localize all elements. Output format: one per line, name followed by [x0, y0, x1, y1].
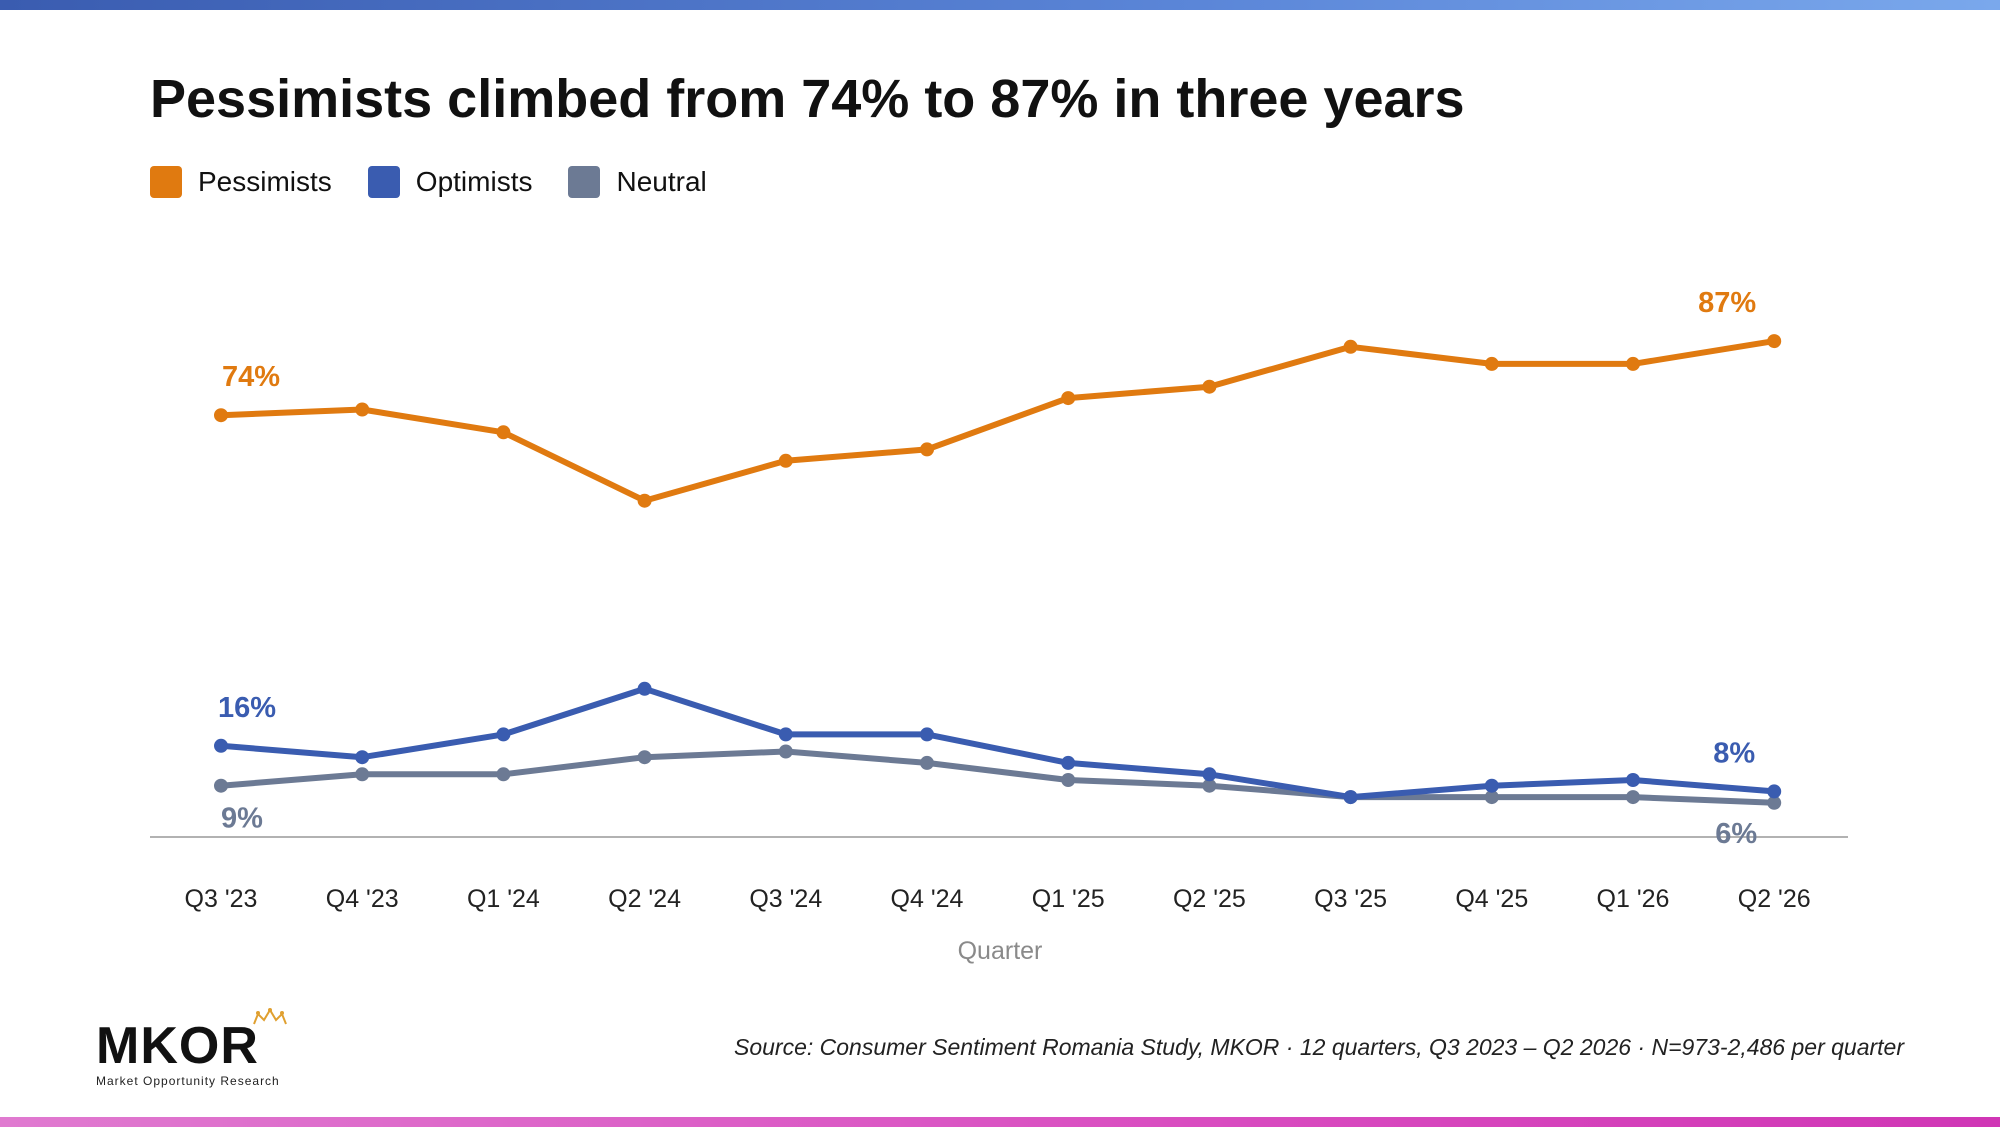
x-axis-title: Quarter	[958, 937, 1043, 965]
legend-label-optimists: Optimists	[415, 166, 533, 197]
data-point-optimists	[355, 750, 370, 765]
data-point-optimists	[637, 681, 652, 696]
legend-item-optimists: Optimists	[367, 166, 533, 198]
data-point-pessimists	[1626, 356, 1640, 371]
data-point-neutral	[1061, 773, 1076, 787]
legend-swatch-pessimists	[150, 166, 182, 198]
legend-swatch-optimists	[367, 166, 400, 198]
logo-wordmark: MKOR	[96, 1017, 259, 1075]
data-point-neutral	[496, 767, 511, 782]
bottom-accent-bar	[0, 1117, 2000, 1127]
data-point-pessimists	[355, 402, 370, 417]
x-tick-label: Q3 '23	[185, 885, 258, 913]
x-tick-label: Q3 '24	[749, 885, 822, 913]
data-point-optimists	[1626, 773, 1640, 787]
data-point-pessimists	[920, 442, 934, 457]
series-line-optimists	[218, 685, 1778, 801]
data-point-optimists	[496, 727, 511, 742]
logo-tagline: Market Opportunity Research	[96, 1074, 280, 1088]
series-line-neutral	[218, 748, 1778, 806]
data-point-pessimists	[1484, 356, 1499, 371]
chart-legend: Pessimists Optimists Neutral	[150, 166, 707, 198]
data-point-pessimists	[778, 453, 793, 468]
data-point-optimists	[920, 727, 934, 742]
data-label-optimists: 16%	[218, 692, 276, 724]
legend-label-pessimists: Pessimists	[198, 166, 332, 197]
mkor-logo: MKOR Market Opportunity Research	[96, 1008, 306, 1090]
x-tick-label: Q3 '25	[1314, 885, 1387, 913]
data-point-optimists	[1343, 790, 1358, 805]
x-tick-label: Q2 '24	[608, 885, 681, 913]
crown-icon	[253, 1008, 287, 1025]
data-label-optimists: 8%	[1713, 737, 1755, 769]
data-point-neutral	[1202, 778, 1217, 793]
top-accent-bar	[0, 0, 2000, 10]
x-tick-label: Q1 '24	[467, 885, 540, 913]
data-point-pessimists	[496, 425, 511, 440]
series-line-pessimists	[218, 338, 1778, 504]
data-point-pessimists	[1767, 334, 1782, 349]
data-point-neutral	[1626, 790, 1640, 805]
x-tick-label: Q1 '26	[1597, 885, 1670, 913]
data-point-pessimists	[214, 408, 228, 423]
data-label-neutral: 9%	[221, 803, 263, 835]
x-tick-label: Q2 '25	[1173, 885, 1246, 913]
chart-title: Pessimists climbed from 74% to 87% in th…	[150, 69, 1465, 129]
data-point-neutral	[778, 744, 793, 759]
x-tick-label: Q4 '23	[326, 885, 399, 913]
data-point-neutral	[637, 750, 652, 765]
data-point-pessimists	[1202, 379, 1217, 394]
data-point-optimists	[1484, 778, 1499, 793]
data-point-neutral	[1484, 790, 1499, 805]
data-point-optimists	[1061, 755, 1076, 770]
data-label-pessimists: 74%	[222, 361, 280, 393]
x-tick-label: Q2 '26	[1738, 885, 1811, 913]
data-point-pessimists	[1343, 339, 1358, 354]
data-point-neutral	[1767, 795, 1782, 810]
data-label-neutral: 6%	[1715, 818, 1757, 850]
data-point-pessimists	[637, 493, 652, 508]
data-point-optimists	[1767, 784, 1782, 799]
x-tick-label: Q4 '24	[891, 885, 964, 913]
data-point-neutral	[355, 767, 370, 782]
data-point-optimists	[214, 738, 228, 753]
data-point-neutral	[214, 778, 228, 793]
legend-swatch-neutral	[568, 166, 601, 198]
x-tick-label: Q1 '25	[1032, 885, 1105, 913]
legend-item-pessimists: Pessimists	[150, 166, 332, 198]
source-note: Source: Consumer Sentiment Romania Study…	[734, 1034, 1904, 1060]
legend-label-neutral: Neutral	[616, 166, 707, 197]
data-point-optimists	[1202, 767, 1217, 782]
data-label-pessimists: 87%	[1698, 287, 1756, 319]
x-tick-label: Q4 '25	[1455, 885, 1528, 913]
legend-item-neutral: Neutral	[568, 166, 707, 198]
data-point-optimists	[778, 727, 793, 742]
data-point-neutral	[920, 755, 934, 770]
data-point-pessimists	[1061, 391, 1076, 406]
